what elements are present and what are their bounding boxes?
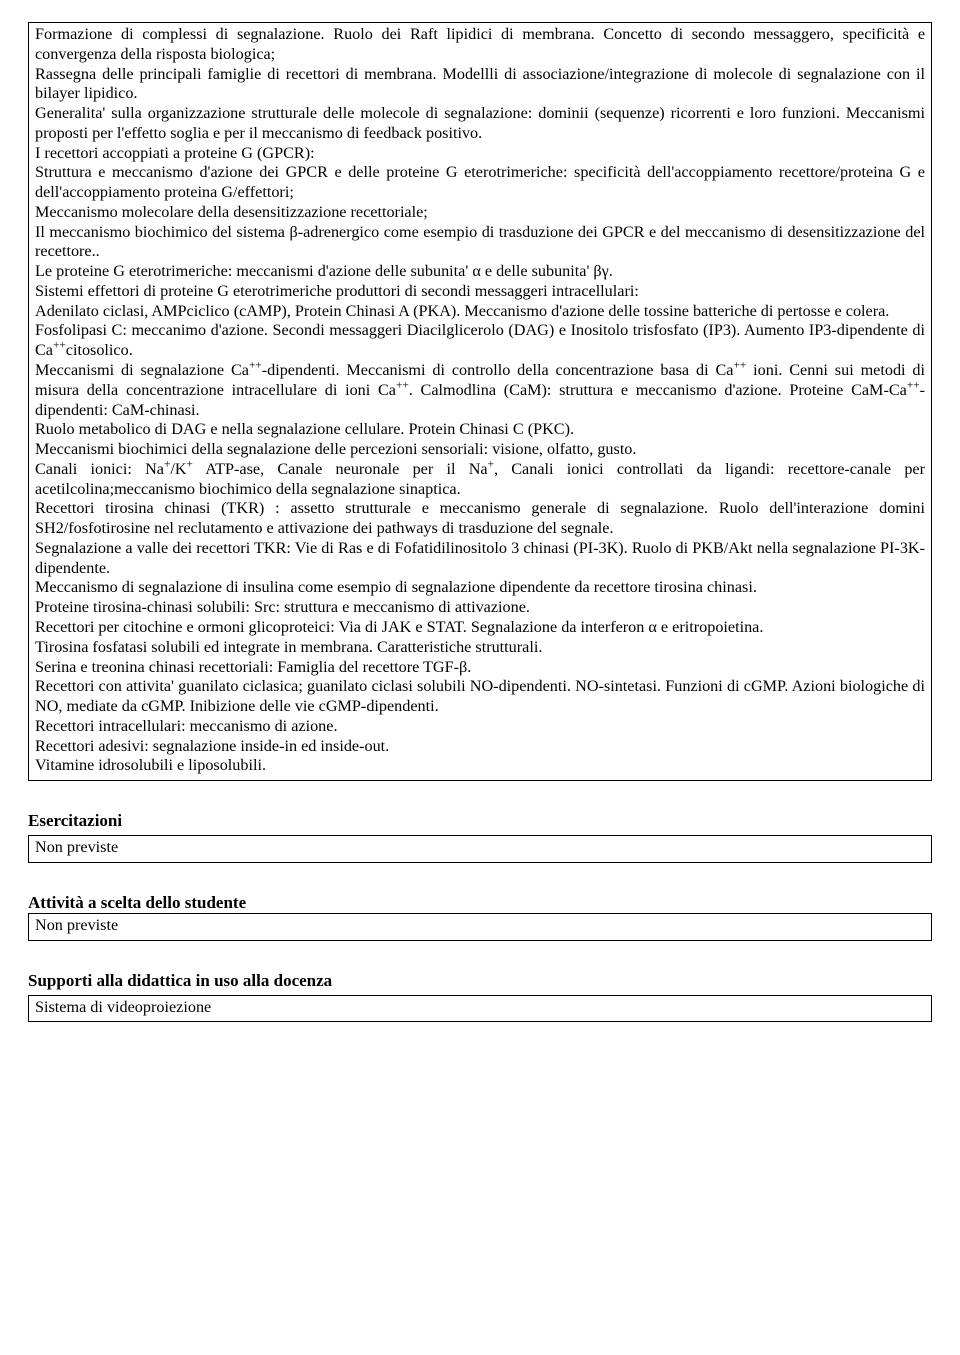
content-paragraph: Rassegna delle principali famiglie di re… (35, 65, 925, 105)
content-paragraph: Vitamine idrosolubili e liposolubili. (35, 756, 925, 776)
content-paragraph: Fosfolipasi C: meccanimo d'azione. Secon… (35, 321, 925, 361)
content-paragraph: Recettori adesivi: segnalazione inside-i… (35, 737, 925, 757)
box-attivita: Non previste (28, 913, 932, 941)
content-paragraph: Adenilato ciclasi, AMPciclico (cAMP), Pr… (35, 302, 925, 322)
text-attivita: Non previste (35, 916, 925, 936)
content-paragraph: Recettori per citochine e ormoni glicopr… (35, 618, 925, 638)
content-paragraph: Sistemi effettori di proteine G eterotri… (35, 282, 925, 302)
text-esercitazioni: Non previste (35, 838, 925, 858)
content-paragraph: Serina e treonina chinasi recettoriali: … (35, 658, 925, 678)
main-content-box: Formazione di complessi di segnalazione.… (28, 22, 932, 781)
content-paragraph: Meccanismo di segnalazione di insulina c… (35, 578, 925, 598)
content-paragraph: Ruolo metabolico di DAG e nella segnalaz… (35, 420, 925, 440)
heading-esercitazioni: Esercitazioni (28, 811, 932, 831)
box-esercitazioni: Non previste (28, 835, 932, 863)
content-paragraph: Meccanismi biochimici della segnalazione… (35, 440, 925, 460)
content-paragraph: Segnalazione a valle dei recettori TKR: … (35, 539, 925, 579)
content-paragraph: Le proteine G eterotrimeriche: meccanism… (35, 262, 925, 282)
content-paragraph: I recettori accoppiati a proteine G (GPC… (35, 144, 925, 164)
content-paragraph: Formazione di complessi di segnalazione.… (35, 25, 925, 65)
box-supporti: Sistema di videoproiezione (28, 995, 932, 1023)
content-paragraph: Meccanismi di segnalazione Ca++-dipenden… (35, 361, 925, 420)
content-paragraph: Recettori intracellulari: meccanismo di … (35, 717, 925, 737)
content-paragraph: Recettori con attivita' guanilato ciclas… (35, 677, 925, 717)
content-paragraph: Meccanismo molecolare della desensitizza… (35, 203, 925, 223)
content-paragraph: Generalita' sulla organizzazione struttu… (35, 104, 925, 144)
heading-supporti: Supporti alla didattica in uso alla doce… (28, 971, 932, 991)
content-paragraph: Recettori tirosina chinasi (TKR) : asset… (35, 499, 925, 539)
page: Formazione di complessi di segnalazione.… (0, 0, 960, 1062)
heading-attivita: Attività a scelta dello studente (28, 893, 932, 913)
content-paragraph: Proteine tirosina-chinasi solubili: Src:… (35, 598, 925, 618)
content-paragraph: Struttura e meccanismo d'azione dei GPCR… (35, 163, 925, 203)
text-supporti: Sistema di videoproiezione (35, 998, 925, 1018)
content-paragraph: Tirosina fosfatasi solubili ed integrate… (35, 638, 925, 658)
content-paragraph: Il meccanismo biochimico del sistema β-a… (35, 223, 925, 263)
content-paragraph: Canali ionici: Na+/K+ ATP-ase, Canale ne… (35, 460, 925, 500)
